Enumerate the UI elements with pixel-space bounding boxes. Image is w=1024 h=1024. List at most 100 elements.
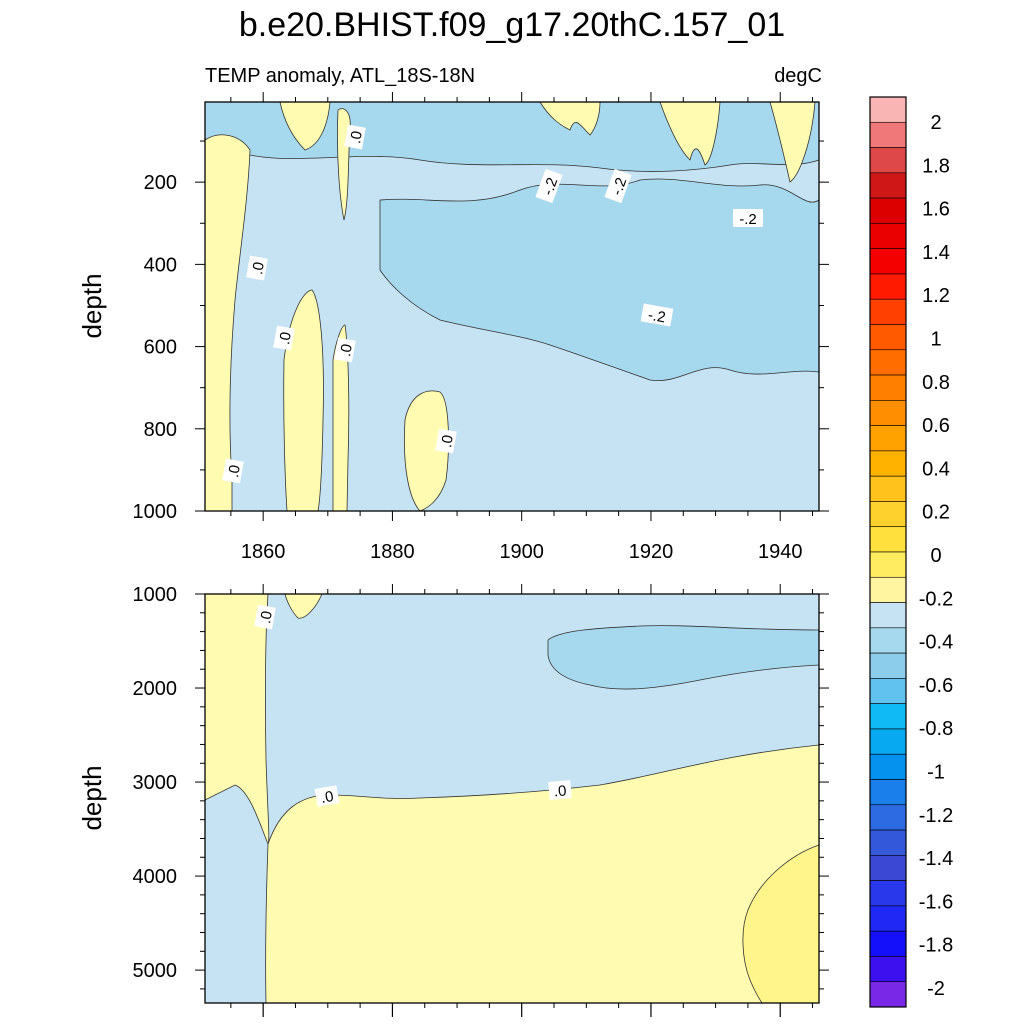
lower-panel: 1000 2000 3000 4000 5000 .0 .0 .0 depth [77,584,829,1017]
upper-positive-region-1885 [404,390,449,512]
colorbar-tick-label: 1.6 [922,199,950,221]
colorbar-swatch [869,121,907,148]
lower-contour-label-text: .0 [320,788,335,807]
lower-positive-west-column [204,593,270,845]
colorbar-tick-label: 0.8 [922,372,950,394]
upper-contour-label: .0 [334,337,356,363]
upper-x-tick-label: 1900 [499,541,544,563]
lower-contour-label-bg [314,785,340,807]
upper-contour-label: .0 [273,325,295,351]
colorbar-swatch [869,324,907,351]
colorbar-swatch [869,855,907,881]
colorbar-swatch [869,501,907,528]
upper-contour-label-text: .0 [249,261,268,276]
colorbar-swatch [869,576,907,603]
colorbar-tick-label: -1.4 [919,848,953,870]
colorbar-swatch [869,905,907,932]
colorbar-tick-label: -0.6 [919,675,953,697]
upper-x-tick-label: 1920 [629,541,674,563]
colorbar-swatch [869,248,907,275]
upper-positive-region-1860s [283,289,324,512]
upper-y-tick-label: 200 [144,172,177,194]
colorbar-swatch [869,400,907,426]
upper-contour-label-text: .0 [438,434,457,449]
colorbar-tick-label: -1.8 [919,935,953,957]
colorbar: 2 1.8 1.6 1.4 1.2 1 0.8 0.6 0.4 0.2 0 -0.2 -0.4 -0.6 -… [869,96,953,1008]
lower-negative-core-region [547,625,820,690]
colorbar-tick-label: 0 [930,545,941,567]
colorbar-frame [869,96,907,1008]
colorbar-tick-label: 1 [930,329,941,351]
upper-contour-label: -.2 [733,209,763,228]
lower-contour-label: .0 [548,780,572,801]
upper-positive-patches-1870s [279,101,331,151]
colorbar-swatch [869,804,907,831]
colorbar-swatch [869,678,907,704]
lower-contour-label-text: .0 [553,782,567,800]
colorbar-swatch [869,981,907,1008]
upper-contour-label-text: .0 [276,331,295,346]
upper-y-axis-label: depth [77,273,107,338]
colorbar-swatch [869,374,907,401]
upper-y-tick-label: 1000 [133,501,178,523]
upper-x-tick-label: 1940 [758,541,803,563]
lower-contour-labels: .0 .0 .0 [254,604,572,807]
colorbar-swatch [869,197,907,224]
colorbar-swatch [869,753,907,780]
upper-contour-label-bg [535,168,563,204]
colorbar-tick-label: -1 [927,762,945,784]
upper-contour-label: .0 [344,124,366,150]
upper-contour-label-text: -.2 [539,175,561,197]
upper-plot-frame [204,101,820,512]
colorbar-swatch [869,930,907,957]
colorbar-tick-label: 0.6 [922,415,950,437]
upper-x-tick-label: 1880 [370,541,415,563]
upper-contour-label-text: -.2 [647,307,667,327]
colorbar-tick-label: -0.2 [919,588,953,610]
upper-contour-label-bg [273,325,295,351]
upper-contour-label-bg [246,255,268,281]
colorbar-swatch [869,602,907,629]
upper-panel: 200 400 600 800 1000 1860 1880 1900 1920 1940 .0… [77,92,829,563]
lower-plot-frame [204,593,820,1004]
upper-positive-patches-1900s [539,101,601,136]
colorbar-swatch [869,273,907,300]
upper-contour-label-bg [640,303,674,327]
colorbar-swatch [869,829,907,856]
upper-contour-label: .0 [246,255,268,281]
lower-warmer-bottom-region [742,844,820,1004]
colorbar-tick-label: -0.8 [919,718,953,740]
lower-contour-label: .0 [314,785,340,807]
upper-contour-label-bg [222,458,244,484]
colorbar-swatch [869,172,907,199]
colorbar-swatch [869,880,907,907]
lower-contour-label-bg [254,604,276,630]
upper-contour-label: .0 [435,428,457,454]
upper-positive-patches-1920s [659,101,721,166]
upper-y-tick-label: 400 [144,254,177,276]
colorbar-swatch [869,703,907,730]
colorbar-swatch [869,956,907,983]
lower-y-tick-label: 3000 [133,772,178,794]
lower-contour-label-text: .0 [257,610,276,625]
lower-y-tick-label: 4000 [133,866,178,888]
colorbar-swatch [869,526,907,553]
lower-contour-label: .0 [254,604,276,630]
colorbar-swatch [869,223,907,249]
upper-contour-label-bg [733,209,763,227]
upper-contour-label: .0 [222,458,244,484]
lower-contour-label-bg [548,780,572,800]
upper-y-tick-label: 600 [144,337,177,359]
lower-x-ticks [230,584,814,1017]
colorbar-tick-label: -1.6 [919,891,953,913]
colorbar-swatch [869,147,907,174]
colorbar-tick-label: -2 [927,978,945,1000]
colorbar-swatch [869,425,907,452]
upper-contour-label: -.2 [640,303,674,327]
upper-positive-region-west [204,134,251,512]
colorbar-swatch [869,349,907,376]
colorbar-tick-label: -1.2 [919,805,953,827]
lower-y-tick-label: 5000 [133,960,178,982]
upper-contour-label: -.2 [604,168,632,204]
